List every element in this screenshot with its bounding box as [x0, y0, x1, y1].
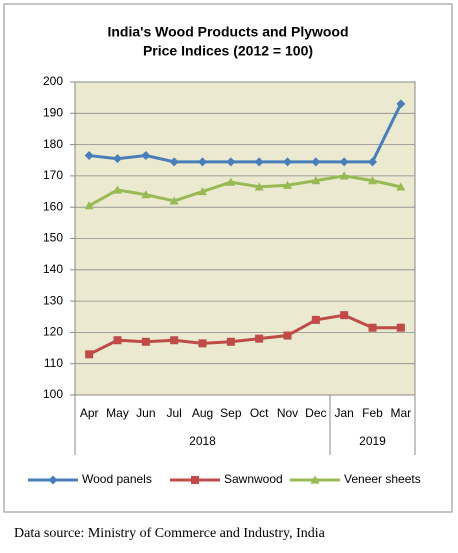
series-line: [89, 103, 403, 164]
x-tick-label: May: [106, 406, 129, 420]
marker: [396, 323, 405, 332]
y-tick-label: 140: [43, 262, 63, 276]
marker: [311, 176, 321, 185]
x-tick-label: Nov: [277, 406, 298, 420]
marker: [254, 157, 264, 167]
marker: [170, 336, 179, 345]
marker: [141, 337, 150, 346]
group-label: 2019: [359, 434, 386, 448]
marker: [368, 176, 377, 185]
chart-title: Price Indices (2012 = 100): [143, 43, 313, 59]
marker: [113, 154, 122, 164]
source-note: Data source: Ministry of Commerce and In…: [14, 526, 326, 541]
marker: [339, 157, 349, 167]
marker: [198, 157, 207, 167]
x-tick-label: Mar: [390, 406, 411, 420]
marker: [113, 185, 122, 194]
marker: [283, 157, 292, 167]
marker: [198, 339, 207, 348]
group-label: 2018: [189, 434, 216, 448]
y-tick-label: 130: [43, 293, 63, 307]
marker: [226, 157, 236, 167]
marker: [311, 315, 320, 324]
marker: [283, 180, 292, 189]
y-tick-label: 160: [43, 199, 63, 213]
marker: [169, 196, 179, 205]
marker: [255, 334, 264, 343]
marker: [84, 151, 94, 161]
marker: [169, 157, 179, 167]
marker: [85, 350, 94, 359]
legend-label: Veneer sheets: [344, 472, 421, 486]
legend-label: Sawnwood: [224, 472, 283, 486]
marker: [368, 157, 377, 167]
marker: [226, 337, 235, 346]
y-tick-label: 100: [43, 387, 63, 401]
x-tick-label: Dec: [305, 406, 326, 420]
series-line: [88, 313, 401, 356]
y-tick-label: 170: [43, 168, 63, 182]
x-tick-label: Sep: [220, 406, 242, 420]
marker: [198, 187, 207, 196]
marker: [396, 99, 406, 109]
y-tick-label: 110: [44, 356, 63, 370]
x-tick-label: Apr: [80, 406, 99, 420]
legend-label: Wood panels: [82, 472, 152, 486]
x-tick-label: Oct: [250, 406, 269, 420]
x-tick-label: Jul: [166, 406, 181, 420]
marker: [254, 182, 264, 191]
series-line: [88, 174, 402, 207]
marker: [340, 311, 349, 320]
chart-title: India's Wood Products and Plywood: [107, 24, 348, 40]
marker: [84, 201, 94, 210]
marker: [141, 151, 151, 161]
y-tick-label: 150: [43, 231, 63, 245]
y-tick-label: 180: [43, 137, 63, 151]
marker: [368, 323, 377, 332]
marker: [191, 476, 199, 484]
y-tick-label: 190: [43, 105, 63, 119]
marker: [113, 336, 122, 345]
marker: [226, 177, 236, 186]
x-tick-label: Feb: [362, 406, 383, 420]
x-tick-label: Aug: [192, 406, 213, 420]
marker: [396, 182, 406, 191]
marker: [311, 157, 321, 167]
marker: [339, 171, 349, 180]
marker: [283, 331, 292, 340]
x-tick-label: Jun: [136, 406, 155, 420]
x-tick-label: Jan: [334, 406, 353, 420]
marker: [310, 475, 320, 484]
marker: [141, 190, 151, 199]
y-tick-label: 200: [43, 74, 63, 88]
marker: [48, 475, 58, 485]
y-tick-label: 120: [43, 325, 63, 339]
